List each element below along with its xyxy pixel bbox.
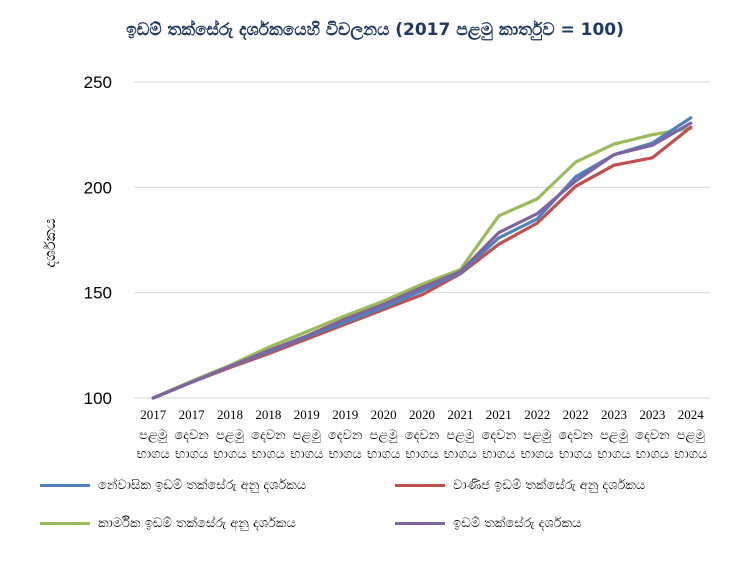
x-tick-period-8: භාගය — [444, 446, 477, 461]
legend-swatch-residential — [40, 484, 90, 487]
x-tick-period-7: භාගය — [405, 446, 438, 461]
x-tick-year-2: 2018 — [217, 407, 243, 422]
x-tick-period-4: භාගය — [290, 446, 323, 461]
chart-title: ඉඩම් තක්සේරු දර්ශකයෙහි විචලනය (2017 පළමු… — [126, 20, 624, 40]
y-tick-label-200: 200 — [84, 178, 112, 197]
x-tick-year-1: 2017 — [179, 407, 206, 422]
x-tick-year-8: 2021 — [447, 407, 473, 422]
x-tick-half-7: දෙවන — [405, 427, 440, 443]
x-tick-half-1: දෙවන — [174, 427, 209, 443]
x-tick-period-0: භාගය — [137, 446, 170, 461]
series-line-0 — [151, 116, 693, 400]
x-tick-half-4: පළමු — [293, 427, 321, 443]
x-tick-year-9: 2021 — [486, 407, 512, 422]
x-tick-period-6: භාගය — [367, 446, 400, 461]
x-tick-half-10: පළමු — [523, 427, 551, 443]
x-tick-half-6: පළමු — [370, 427, 398, 443]
x-tick-half-13: දෙවන — [635, 427, 670, 443]
x-tick-half-14: පළමු — [677, 427, 705, 443]
legend-swatch-industrial — [40, 522, 90, 525]
x-tick-year-12: 2023 — [601, 407, 627, 422]
legend-item-commercial: වාණිජ ඉඩම් තක්සේරු අනු දර්ශකය — [395, 478, 645, 493]
y-tick-label-150: 150 — [84, 284, 112, 303]
x-tick-year-7: 2020 — [409, 407, 435, 422]
x-tick-period-11: භාගය — [559, 446, 592, 461]
x-tick-year-0: 2017 — [140, 407, 167, 422]
series-line-1 — [151, 125, 693, 400]
x-tick-period-1: භාගය — [175, 446, 208, 461]
x-tick-half-8: පළමු — [446, 427, 474, 443]
x-tick-period-5: භාගය — [329, 446, 362, 461]
x-tick-half-0: පළමු — [139, 427, 167, 443]
x-tick-period-14: භාගය — [674, 446, 707, 461]
legend-swatch-overall — [395, 522, 445, 525]
legend-item-industrial: කාර්මික ඉඩම් තක්සේරු අනු දර්ශකය — [40, 516, 296, 531]
x-tick-half-2: පළමු — [216, 427, 244, 443]
x-tick-year-4: 2019 — [294, 407, 320, 422]
legend-item-residential: නේවාසික ඉඩම් තක්සේරු අනු දර්ශකය — [40, 478, 306, 493]
x-tick-half-12: පළමු — [600, 427, 628, 443]
series-line-2 — [151, 126, 693, 400]
x-tick-year-10: 2022 — [524, 407, 550, 422]
x-tick-year-13: 2023 — [639, 407, 665, 422]
x-tick-year-14: 2024 — [678, 407, 705, 422]
x-tick-half-3: දෙවන — [251, 427, 286, 443]
y-tick-label-100: 100 — [84, 389, 112, 408]
y-tick-label-250: 250 — [84, 73, 112, 92]
x-tick-half-9: දෙවන — [482, 427, 517, 443]
x-tick-year-11: 2022 — [563, 407, 589, 422]
x-tick-year-3: 2018 — [255, 407, 281, 422]
x-tick-period-10: භාගය — [521, 446, 554, 461]
legend-label-industrial: කාර්මික ඉඩම් තක්සේරු අනු දර්ශකය — [98, 516, 296, 531]
x-tick-period-13: භාගය — [636, 446, 669, 461]
x-tick-half-5: දෙවන — [328, 427, 363, 443]
x-tick-year-6: 2020 — [371, 407, 397, 422]
legend-label-residential: නේවාසික ඉඩම් තක්සේරු අනු දර්ශකය — [98, 478, 307, 493]
series-line-3 — [151, 121, 693, 400]
x-tick-period-2: භාගය — [213, 446, 246, 461]
x-tick-period-3: භාගය — [252, 446, 285, 461]
legend-swatch-commercial — [395, 484, 445, 487]
x-tick-half-11: දෙවන — [558, 427, 593, 443]
legend-label-overall: ඉඩම් තක්සේරු දර්ශකය — [453, 516, 582, 531]
legend-label-commercial: වාණිජ ඉඩම් තක්සේරු අනු දර්ශකය — [453, 478, 646, 493]
x-tick-period-9: භාගය — [482, 446, 515, 461]
x-tick-year-5: 2019 — [332, 407, 358, 422]
legend-item-overall: ඉඩම් තක්සේරු දර්ශකය — [395, 516, 581, 531]
x-tick-period-12: භාගය — [597, 446, 630, 461]
